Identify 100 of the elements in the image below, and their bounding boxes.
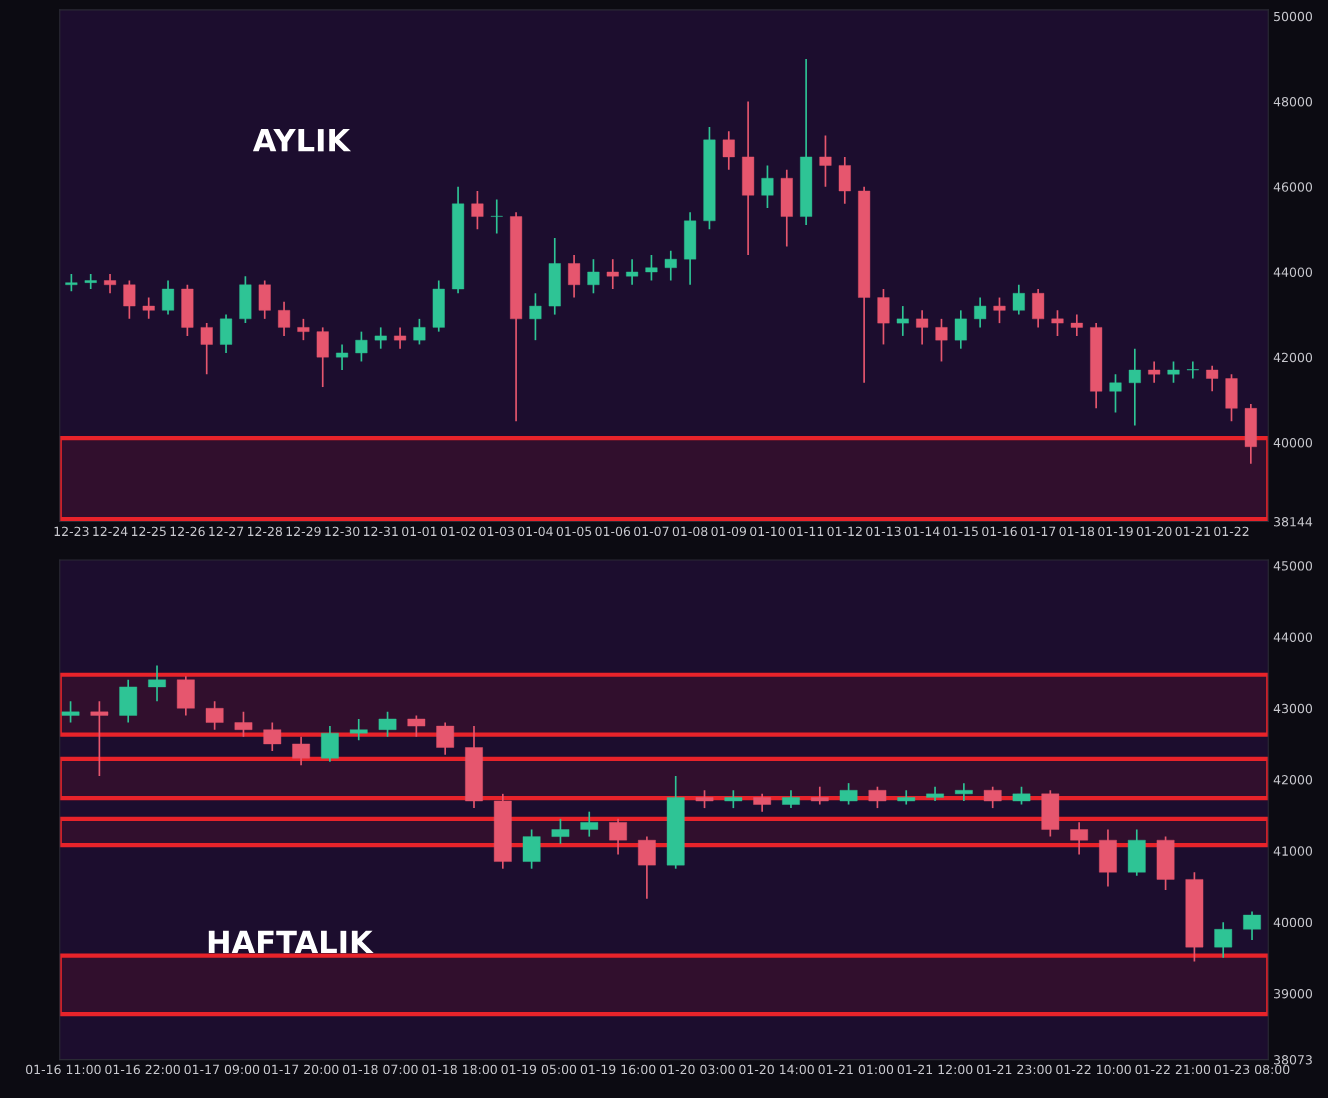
- x-tick-label: 01-10: [750, 526, 785, 537]
- x-tick-label: 01-03: [479, 526, 514, 537]
- y-tick-label: 44000: [1273, 267, 1313, 277]
- x-tick-label: 01-17 09:00: [184, 1064, 260, 1075]
- candlestick: [407, 714, 426, 738]
- x-tick-label: 12-23: [54, 526, 89, 537]
- candlestick: [1167, 360, 1180, 384]
- candlestick: [626, 258, 639, 286]
- x-tick-label: 12-28: [247, 526, 283, 537]
- candlestick: [993, 296, 1006, 324]
- y-tick-label: 44000: [1273, 632, 1313, 642]
- candlestick: [378, 711, 397, 738]
- candlestick: [1070, 313, 1083, 337]
- x-tick-label: 01-21 23:00: [976, 1064, 1052, 1075]
- candlestick: [916, 309, 929, 346]
- candlestick: [935, 318, 948, 363]
- candlestick: [1109, 373, 1122, 414]
- y-tick-label: 50000: [1274, 11, 1313, 22]
- x-tick-label: 01-21 12:00: [897, 1064, 973, 1075]
- y-tick-label: 42000: [1273, 775, 1313, 785]
- x-tick-label: 12-29: [286, 526, 321, 537]
- candlestick: [142, 296, 155, 320]
- candlestick: [1186, 360, 1199, 380]
- x-tick-label: 01-12: [827, 526, 862, 537]
- candlestick: [954, 309, 967, 350]
- x-tick-label: 01-01: [402, 526, 437, 537]
- candlestick: [436, 721, 455, 756]
- y-tick-label: 40000: [1273, 437, 1313, 448]
- x-tick-label: 01-18 18:00: [422, 1064, 497, 1075]
- x-tick-label: 01-07: [634, 526, 669, 537]
- x-tick-label: 01-11: [788, 526, 824, 537]
- text: HAFTALIK: [208, 930, 374, 954]
- y-tick-label: 39000: [1274, 988, 1313, 999]
- candlestick: [568, 254, 581, 299]
- x-tick-label: 01-18: [1059, 526, 1095, 537]
- candlestick: [278, 300, 291, 337]
- x-tick-label: 01-20 03:00: [659, 1064, 735, 1075]
- text: AYLIK: [252, 129, 352, 152]
- y-tick-label: 42000: [1273, 352, 1313, 363]
- candlestick: [292, 735, 310, 767]
- candlestick: [336, 343, 349, 371]
- candlestick: [983, 785, 1002, 809]
- x-tick-label: 12-24: [93, 526, 128, 536]
- x-tick-label: 12-30: [325, 526, 360, 537]
- candlestick: [529, 292, 542, 342]
- x-tick-label: 01-22 21:00: [1135, 1064, 1211, 1075]
- candlestick: [896, 305, 909, 337]
- candlestick: [148, 664, 166, 702]
- candlestick: [394, 326, 407, 350]
- x-tick-label: 01-18 07:00: [343, 1064, 418, 1075]
- x-tick-label: 01-21: [1175, 526, 1210, 537]
- x-tick-label: 12-26: [170, 526, 205, 537]
- candlestick: [205, 700, 224, 731]
- candlestick: [1206, 364, 1219, 393]
- x-tick-label: 01-05: [556, 526, 592, 537]
- candlestick: [664, 249, 677, 282]
- x-tick-label: 01-22: [1214, 526, 1249, 537]
- candlestick: [609, 817, 627, 856]
- candlestick: [234, 711, 253, 738]
- candlestick: [471, 190, 484, 231]
- x-tick-label: 12-31: [363, 526, 398, 537]
- x-tick-label: 01-08: [672, 526, 708, 537]
- y-tick-label: 38073: [1274, 1055, 1312, 1065]
- x-tick-label: 01-23 08:00: [1214, 1064, 1290, 1075]
- candlestick: [490, 198, 503, 235]
- x-tick-label: 01-17: [1020, 526, 1056, 537]
- candlestick: [1070, 821, 1088, 856]
- x-tick-label: 01-19 05:00: [501, 1064, 577, 1075]
- x-tick-label: 01-13: [866, 526, 901, 537]
- candlestick: [761, 164, 774, 209]
- x-tick-label: 01-15: [943, 526, 978, 537]
- candlestick: [374, 326, 387, 350]
- x-tick-label: 12-27: [209, 526, 244, 536]
- x-tick-label: 01-21 01:00: [818, 1064, 894, 1075]
- candlestick: [587, 258, 600, 295]
- x-tick-label: 01-06: [595, 526, 631, 537]
- candlestick: [645, 254, 658, 282]
- x-tick-label: 01-04: [518, 526, 553, 537]
- y-tick-label: 38144: [1274, 517, 1313, 527]
- candlestick: [200, 322, 213, 376]
- candlestick: [606, 258, 619, 290]
- x-tick-label: 01-17 20:00: [263, 1064, 339, 1075]
- candlestick: [84, 273, 97, 290]
- candlestick: [297, 318, 310, 342]
- x-tick-label: 01-16: [982, 526, 1017, 537]
- candlestick: [1128, 347, 1141, 427]
- candlestick: [1012, 283, 1025, 316]
- candlestick: [839, 782, 858, 806]
- x-tick-label: 01-20 14:00: [739, 1064, 814, 1075]
- candlestick: [90, 700, 109, 777]
- y-tick-label: 45000: [1273, 561, 1313, 571]
- x-tick-label: 12-25: [131, 526, 166, 537]
- candlestick: [974, 296, 987, 329]
- candlestick: [162, 279, 175, 316]
- x-tick-label: 01-02: [440, 526, 475, 537]
- y-tick-label: 43000: [1273, 703, 1313, 714]
- x-tick-label: 01-09: [711, 526, 747, 537]
- y-tick-label: 41000: [1273, 846, 1313, 856]
- x-tick-label: 01-22 10:00: [1056, 1064, 1131, 1075]
- candlestick: [413, 318, 426, 346]
